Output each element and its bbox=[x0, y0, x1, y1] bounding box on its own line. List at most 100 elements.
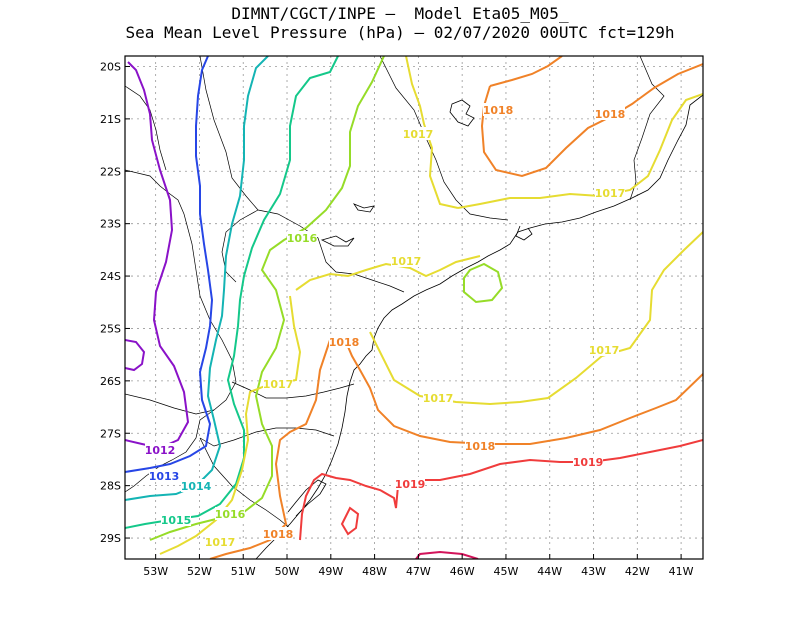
isobar-label: 1017 bbox=[205, 536, 236, 549]
lon-tick-label: 47W bbox=[406, 565, 431, 578]
lon-tick-label: 50W bbox=[275, 565, 300, 578]
isobar-label-bg bbox=[287, 231, 317, 244]
lon-tick-label: 43W bbox=[581, 565, 606, 578]
state-border-mg-es bbox=[629, 56, 665, 201]
lat-tick-label: 26S bbox=[100, 375, 121, 388]
state-border-sc-rs bbox=[199, 427, 335, 447]
reservoir-lakes bbox=[449, 99, 475, 127]
isobar-label-bg bbox=[205, 535, 235, 548]
isobar-label-bg bbox=[391, 254, 421, 267]
isobar-label-bg bbox=[263, 377, 293, 390]
isobar-1017-east bbox=[369, 231, 703, 406]
isobar-label-bg bbox=[573, 455, 603, 468]
isobar-label-bg bbox=[483, 103, 513, 116]
lagoa-patos bbox=[287, 479, 327, 517]
isobar-label: 1014 bbox=[181, 480, 212, 493]
isobar-label-bg bbox=[181, 479, 211, 492]
isobar-label: 1016 bbox=[215, 508, 246, 521]
isobar-1016 bbox=[149, 56, 385, 541]
title-line-2: Sea Mean Level Pressure (hPa) – 02/07/20… bbox=[125, 23, 675, 42]
title-line-1: DIMNT/CGCT/INPE – Model Eta05_M05_ bbox=[231, 4, 569, 23]
isobar-label-bg bbox=[595, 186, 625, 199]
isobar-label: 1018 bbox=[465, 440, 496, 453]
lon-tick-label: 52W bbox=[187, 565, 212, 578]
isobar-1017-south bbox=[159, 295, 302, 555]
isobar-1015 bbox=[125, 56, 339, 529]
lon-tick-label: 48W bbox=[362, 565, 387, 578]
isobar-contours bbox=[125, 56, 703, 559]
isobar-label: 1018 bbox=[483, 104, 514, 117]
map-frame bbox=[124, 55, 704, 560]
isobar-label: 1018 bbox=[263, 528, 294, 541]
isobar-1013 bbox=[125, 56, 214, 473]
isobar-label: 1018 bbox=[329, 336, 360, 349]
isobar-label: 1016 bbox=[287, 232, 318, 245]
lon-tick-label: 44W bbox=[537, 565, 562, 578]
state-border-ms-sp bbox=[199, 56, 259, 211]
chart-title: DIMNT/CGCT/INPE – Model Eta05_M05_ Sea M… bbox=[0, 4, 800, 42]
state-border-mg-sp bbox=[379, 56, 509, 221]
isobar-1019-closed bbox=[340, 506, 360, 536]
lat-tick-label: 22S bbox=[100, 165, 121, 178]
country-border-py bbox=[125, 393, 215, 415]
isobar-label: 1017 bbox=[391, 255, 422, 268]
lat-tick-label: 21S bbox=[100, 113, 121, 126]
isobar-1020 bbox=[415, 550, 479, 559]
isobar-1017-sao-paulo bbox=[295, 255, 481, 291]
latitude-ticks: 20S 21S 22S 23S 24S 25S 26S 27S 28S 29S bbox=[100, 60, 130, 545]
coastline bbox=[255, 94, 703, 559]
lat-tick-label: 24S bbox=[100, 270, 121, 283]
isobar-label: 1018 bbox=[595, 108, 626, 121]
isobar-1018-ne bbox=[480, 63, 703, 178]
isobar-label: 1019 bbox=[573, 456, 604, 469]
isobar-label: 1013 bbox=[149, 470, 180, 483]
isobar-label: 1017 bbox=[589, 344, 620, 357]
isobar-1018-north bbox=[489, 56, 563, 87]
lon-tick-label: 49W bbox=[318, 565, 343, 578]
state-border-sp-pr bbox=[257, 209, 405, 293]
isobar-label: 1017 bbox=[595, 187, 626, 200]
isobar-label-bg bbox=[465, 439, 495, 452]
lon-tick-label: 41W bbox=[669, 565, 694, 578]
lat-tick-label: 20S bbox=[100, 60, 121, 73]
isobar-label: 1017 bbox=[403, 128, 434, 141]
state-border-ms-pr bbox=[221, 209, 259, 283]
isobar-label-bg bbox=[149, 469, 179, 482]
isobar-label-bg bbox=[263, 527, 293, 540]
isobar-label-bg bbox=[395, 477, 425, 490]
isobar-label-bg bbox=[145, 443, 175, 456]
isobar-label-bg bbox=[595, 107, 625, 120]
lon-tick-label: 45W bbox=[494, 565, 519, 578]
reservoir-small bbox=[352, 203, 375, 213]
lon-tick-label: 53W bbox=[143, 565, 168, 578]
lon-tick-label: 42W bbox=[625, 565, 650, 578]
isobar-label: 1012 bbox=[145, 444, 176, 457]
isobar-label-bg bbox=[215, 507, 245, 520]
isobar-1019 bbox=[299, 439, 703, 541]
guanabara-bay bbox=[515, 225, 533, 241]
isobar-label: 1017 bbox=[263, 378, 294, 391]
isobar-1018-south bbox=[329, 339, 703, 445]
map-geography bbox=[125, 56, 703, 559]
isobar-1016-closed bbox=[463, 262, 504, 304]
lat-tick-label: 27S bbox=[100, 427, 121, 440]
isobar-label-bg bbox=[589, 343, 619, 356]
isobar-label: 1019 bbox=[395, 478, 426, 491]
isobar-label-bg bbox=[403, 127, 433, 140]
isobar-1012 bbox=[125, 61, 190, 450]
lat-tick-label: 28S bbox=[100, 480, 121, 493]
lat-tick-label: 23S bbox=[100, 218, 121, 231]
reservoir-paranapanema bbox=[320, 235, 355, 247]
isobar-label-bg bbox=[423, 391, 453, 404]
lon-tick-label: 46W bbox=[450, 565, 475, 578]
isobar-label-bg bbox=[329, 335, 359, 348]
longitude-ticks: 53W 52W 51W 50W 49W 48W 47W 46W 45W 44W 43W 42W 41W bbox=[143, 554, 694, 578]
lon-tick-label: 51W bbox=[231, 565, 256, 578]
isobar-1018-southwest bbox=[209, 339, 331, 559]
state-border-go-mg bbox=[125, 85, 167, 171]
isobar-label: 1015 bbox=[161, 514, 192, 527]
isobar-label: 1017 bbox=[423, 392, 454, 405]
lat-tick-label: 29S bbox=[100, 532, 121, 545]
